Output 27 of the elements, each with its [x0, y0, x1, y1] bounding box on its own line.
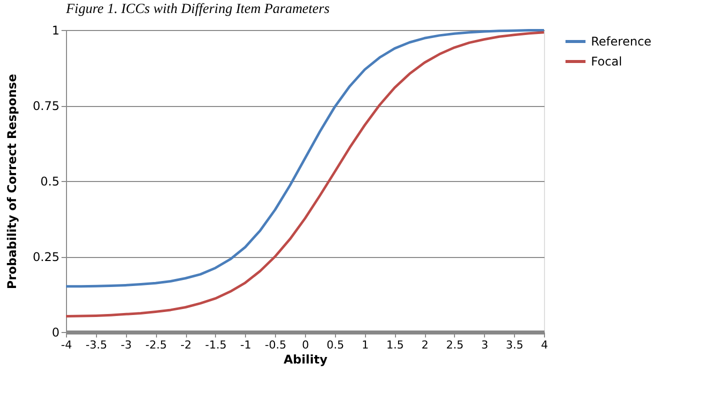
y-tick-label: 0.5 — [40, 174, 60, 188]
x-tick-label: -0.5 — [264, 338, 286, 352]
x-tick-label: -2.5 — [145, 338, 167, 352]
legend-label: Reference — [591, 34, 652, 48]
x-tick-label: -1 — [240, 338, 252, 352]
chart-title: Figure 1. ICCs with Differing Item Parameters — [65, 2, 330, 17]
x-tick-label: 3.5 — [506, 338, 524, 352]
x-tick-label: 2 — [422, 338, 428, 352]
x-tick-label: 1 — [362, 338, 369, 352]
x-tick-label: -3.5 — [86, 338, 108, 352]
x-axis-title: Ability — [284, 352, 328, 366]
x-tick-label: 4 — [541, 338, 548, 352]
x-tick-label: 0 — [302, 338, 309, 352]
y-tick-label: 0.25 — [32, 250, 60, 264]
x-tick-label: -4 — [61, 338, 72, 352]
y-tick-label: 0 — [52, 326, 60, 340]
x-tick-label: 2.5 — [446, 338, 464, 352]
x-tick-label: 1.5 — [386, 338, 404, 352]
x-tick-label: 0.5 — [326, 338, 344, 352]
x-tick-label: -1.5 — [205, 338, 227, 352]
y-axis-title: Probability of Correct Response — [4, 74, 19, 290]
x-tick-label: 3 — [481, 338, 488, 352]
legend-label: Focal — [591, 54, 622, 68]
x-tick-label: -3 — [120, 338, 132, 352]
y-tick-label: 1 — [52, 24, 60, 38]
y-tick-label: 0.75 — [32, 99, 60, 113]
x-tick-label: -2 — [180, 338, 192, 352]
